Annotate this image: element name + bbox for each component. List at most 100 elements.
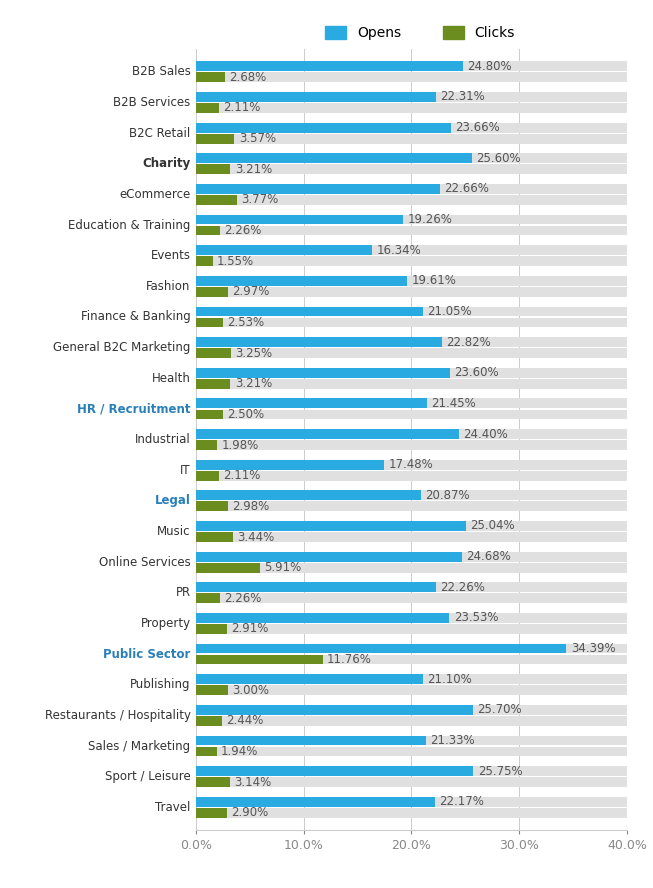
Bar bbox=[196, 134, 234, 144]
Text: IT: IT bbox=[180, 464, 191, 477]
Text: 1.55%: 1.55% bbox=[217, 255, 254, 267]
Text: Property: Property bbox=[140, 617, 191, 630]
Text: 2.26%: 2.26% bbox=[225, 591, 262, 605]
Text: 3.44%: 3.44% bbox=[237, 530, 274, 543]
Text: 24.40%: 24.40% bbox=[463, 427, 508, 440]
Bar bbox=[196, 551, 627, 561]
Bar bbox=[196, 654, 627, 664]
Text: Sport / Leisure: Sport / Leisure bbox=[104, 770, 191, 783]
Bar bbox=[196, 686, 229, 695]
Legend: Opens, Clicks: Opens, Clicks bbox=[319, 20, 520, 45]
Text: Education & Training: Education & Training bbox=[68, 218, 191, 232]
Bar bbox=[196, 306, 627, 316]
Bar bbox=[196, 532, 627, 542]
Bar bbox=[196, 716, 222, 725]
Text: 2.53%: 2.53% bbox=[227, 316, 264, 329]
Text: Publishing: Publishing bbox=[130, 678, 191, 691]
Text: eCommerce: eCommerce bbox=[119, 188, 191, 201]
Bar bbox=[196, 644, 627, 654]
Text: HR / Recruitment: HR / Recruitment bbox=[77, 402, 191, 416]
Text: 1.94%: 1.94% bbox=[221, 745, 259, 758]
Text: B2B Services: B2B Services bbox=[113, 96, 191, 109]
Text: 19.61%: 19.61% bbox=[411, 274, 456, 288]
Text: 19.26%: 19.26% bbox=[407, 213, 453, 226]
Text: 2.50%: 2.50% bbox=[227, 408, 264, 421]
Bar bbox=[196, 73, 225, 83]
Bar bbox=[196, 215, 404, 225]
Bar bbox=[196, 460, 384, 470]
Bar bbox=[196, 337, 627, 347]
Bar bbox=[196, 502, 228, 511]
Bar bbox=[196, 674, 627, 684]
Text: 3.00%: 3.00% bbox=[232, 684, 270, 697]
Bar bbox=[196, 379, 231, 389]
Bar bbox=[196, 379, 627, 389]
Text: Public Sector: Public Sector bbox=[103, 647, 191, 661]
Text: B2C Retail: B2C Retail bbox=[129, 127, 191, 139]
Bar bbox=[196, 593, 220, 603]
Text: 3.77%: 3.77% bbox=[241, 194, 278, 206]
Text: 25.75%: 25.75% bbox=[477, 765, 522, 778]
Bar bbox=[196, 654, 323, 664]
Text: 22.66%: 22.66% bbox=[444, 182, 489, 195]
Bar bbox=[196, 624, 627, 634]
Bar bbox=[196, 747, 217, 757]
Bar bbox=[196, 686, 627, 695]
Text: 3.21%: 3.21% bbox=[235, 163, 272, 176]
Bar bbox=[196, 368, 627, 377]
Bar bbox=[196, 490, 627, 500]
Text: 23.53%: 23.53% bbox=[454, 612, 498, 624]
Text: General B2C Marketing: General B2C Marketing bbox=[53, 341, 191, 354]
Bar bbox=[196, 521, 466, 531]
Text: Online Services: Online Services bbox=[99, 556, 191, 568]
Text: B2B Sales: B2B Sales bbox=[132, 66, 191, 78]
Bar bbox=[196, 61, 627, 71]
Bar bbox=[196, 705, 627, 715]
Bar bbox=[196, 245, 372, 255]
Text: Restaurants / Hospitality: Restaurants / Hospitality bbox=[44, 709, 191, 722]
Bar bbox=[196, 593, 627, 603]
Bar bbox=[196, 471, 219, 480]
Bar bbox=[196, 215, 627, 225]
Text: PR: PR bbox=[176, 586, 191, 599]
Bar bbox=[196, 226, 220, 235]
Text: 21.05%: 21.05% bbox=[427, 305, 471, 318]
Bar bbox=[196, 134, 627, 144]
Bar bbox=[196, 429, 459, 439]
Text: Music: Music bbox=[157, 525, 191, 538]
Bar bbox=[196, 399, 627, 408]
Text: Health: Health bbox=[151, 372, 191, 385]
Text: 34.39%: 34.39% bbox=[571, 642, 615, 655]
Bar bbox=[196, 368, 450, 377]
Bar bbox=[196, 123, 451, 132]
Bar bbox=[196, 429, 627, 439]
Text: 25.04%: 25.04% bbox=[470, 519, 515, 533]
Bar bbox=[196, 164, 231, 174]
Text: 3.14%: 3.14% bbox=[234, 775, 271, 789]
Text: 3.57%: 3.57% bbox=[239, 132, 276, 145]
Text: 2.90%: 2.90% bbox=[231, 806, 268, 820]
Text: 2.91%: 2.91% bbox=[232, 622, 269, 636]
Bar bbox=[196, 164, 627, 174]
Text: 20.87%: 20.87% bbox=[425, 488, 470, 502]
Bar bbox=[196, 287, 627, 297]
Bar bbox=[196, 551, 462, 561]
Text: 2.11%: 2.11% bbox=[223, 469, 261, 482]
Bar bbox=[196, 257, 627, 266]
Text: 2.26%: 2.26% bbox=[225, 224, 262, 237]
Text: 16.34%: 16.34% bbox=[376, 243, 421, 257]
Text: 3.25%: 3.25% bbox=[235, 346, 272, 360]
Bar bbox=[196, 613, 627, 622]
Bar bbox=[196, 521, 627, 531]
Bar bbox=[196, 318, 627, 328]
Text: Fashion: Fashion bbox=[146, 280, 191, 293]
Bar bbox=[196, 583, 436, 592]
Bar bbox=[196, 502, 627, 511]
Text: Legal: Legal bbox=[155, 495, 191, 507]
Text: 23.66%: 23.66% bbox=[455, 121, 500, 134]
Bar bbox=[196, 532, 233, 542]
Bar bbox=[196, 184, 627, 194]
Text: 21.33%: 21.33% bbox=[430, 734, 475, 747]
Text: Charity: Charity bbox=[142, 157, 191, 170]
Text: Finance & Banking: Finance & Banking bbox=[81, 311, 191, 323]
